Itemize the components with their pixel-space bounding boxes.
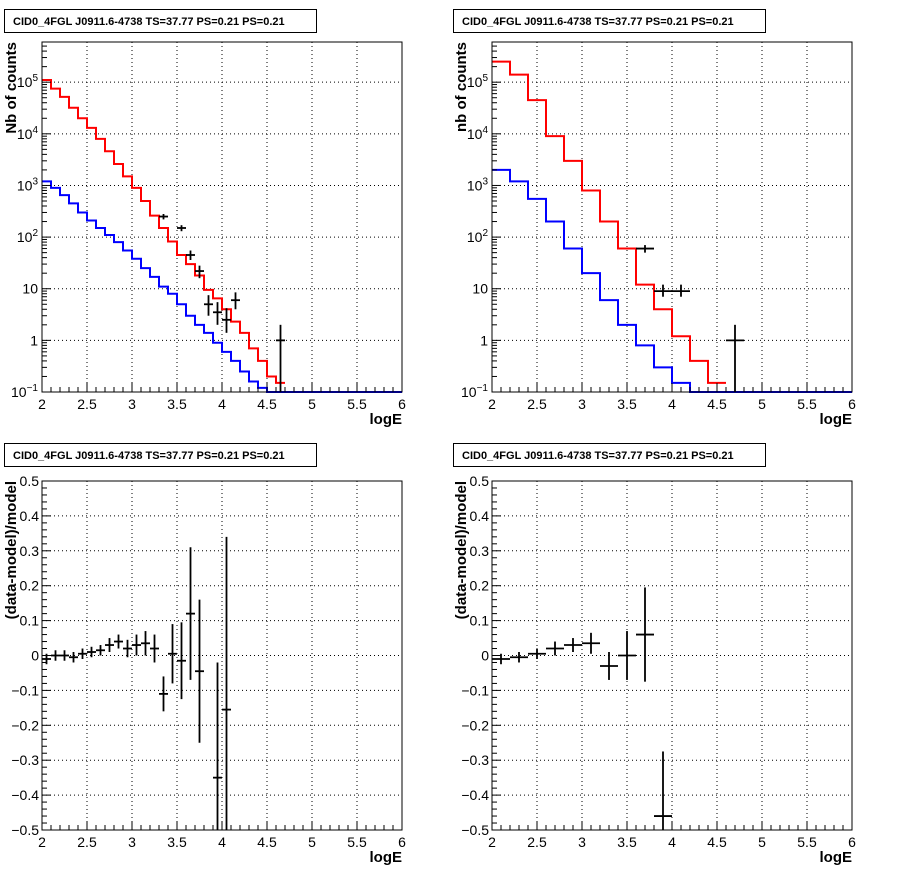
x-tick-label: 3: [128, 834, 136, 850]
panel-1: 2 2.5 3 3.5 4 4.5 5 5.5 6 10−1 1 10 102 103 104 105 logE…: [453, 41, 856, 428]
y-tick-label: 103: [17, 176, 39, 193]
y-axis-label: nb of counts: [453, 42, 470, 132]
x-tick-label: 2: [38, 396, 46, 412]
x-tick-label: 6: [848, 396, 856, 412]
x-tick-label: 2.5: [77, 834, 97, 850]
y-tick-label: 10: [22, 281, 38, 297]
y-tick-label: 102: [467, 228, 489, 245]
x-tick-label: 2.5: [527, 834, 547, 850]
x-tick-label: 3.5: [167, 834, 187, 850]
y-tick-label: −0.3: [461, 752, 489, 768]
x-tick-label: 4: [668, 834, 676, 850]
y-tick-label: −0.2: [11, 717, 39, 733]
y-tick-label: −0.4: [11, 787, 39, 803]
x-tick-label: 5.5: [797, 396, 817, 412]
y-tick-label: −0.1: [11, 682, 39, 698]
y-tick-label: 0.5: [470, 473, 490, 489]
x-tick-label: 4: [218, 396, 226, 412]
y-tick-label: 104: [467, 125, 489, 142]
y-tick-label: 0.3: [20, 543, 40, 559]
y-tick-label: −0.2: [461, 717, 489, 733]
y-tick-label: 0.1: [470, 613, 490, 629]
x-tick-label: 3.5: [617, 834, 637, 850]
x-tick-label: 6: [398, 834, 406, 850]
y-tick-label: −0.3: [11, 752, 39, 768]
x-tick-label: 5.5: [347, 834, 367, 850]
x-tick-label: 2.5: [77, 396, 97, 412]
x-tick-label: 4: [218, 834, 226, 850]
panel-title-top-right: CID0_4FGL J0911.6-4738 TS=37.77 PS=0.21 …: [453, 9, 766, 33]
histogram-series-model-red: [492, 60, 726, 384]
y-tick-label: 103: [467, 176, 489, 193]
y-axis-label: (data-model)/model: [3, 481, 20, 619]
x-axis-label: logE: [820, 849, 853, 866]
x-tick-label: 2.5: [527, 396, 547, 412]
x-tick-label: 6: [848, 834, 856, 850]
y-tick-label: −0.1: [461, 682, 489, 698]
x-tick-label: 4.5: [257, 396, 277, 412]
panel-3: 2 2.5 3 3.5 4 4.5 5 5.5 6 −0.5 −0.4 −0.3 −0.2 −0.1 0 0.…: [453, 473, 856, 866]
x-tick-label: 4: [668, 396, 676, 412]
x-axis-label: logE: [370, 411, 403, 428]
y-tick-label: 10−1: [461, 383, 488, 400]
panel-title-bottom-left: CID0_4FGL J0911.6-4738 TS=37.77 PS=0.21 …: [4, 443, 317, 467]
y-tick-label: 0.4: [20, 508, 40, 524]
x-tick-label: 3: [578, 396, 586, 412]
x-tick-label: 6: [398, 396, 406, 412]
x-tick-label: 4.5: [707, 834, 727, 850]
y-axis-label: Nb of counts: [3, 42, 20, 134]
y-tick-label: 1: [30, 332, 38, 348]
x-tick-label: 4.5: [707, 396, 727, 412]
panel-title-bottom-right: CID0_4FGL J0911.6-4738 TS=37.77 PS=0.21 …: [453, 443, 766, 467]
x-tick-label: 2: [488, 834, 496, 850]
y-tick-label: 0: [31, 648, 39, 664]
x-tick-label: 3.5: [167, 396, 187, 412]
y-tick-label: 1: [480, 332, 488, 348]
y-tick-label: −0.5: [461, 822, 489, 838]
y-tick-label: 0.1: [20, 613, 40, 629]
y-tick-label: 105: [17, 73, 39, 90]
y-tick-label: 10−1: [11, 383, 38, 400]
x-tick-label: 2: [488, 396, 496, 412]
y-tick-label: 10: [472, 281, 488, 297]
x-tick-label: 5: [758, 834, 766, 850]
x-axis-label: logE: [820, 411, 853, 428]
y-tick-label: −0.4: [461, 787, 489, 803]
x-tick-label: 5.5: [797, 834, 817, 850]
y-tick-label: 0: [481, 648, 489, 664]
y-tick-label: 104: [17, 125, 39, 142]
y-tick-label: 0.4: [470, 508, 490, 524]
panel-0: 2 2.5 3 3.5 4 4.5 5 5.5 6 10−1 1 10 102 103 104 105 logE…: [3, 41, 406, 428]
x-tick-label: 5.5: [347, 396, 367, 412]
y-axis-label: (data-model)/model: [453, 481, 470, 619]
x-tick-label: 5: [758, 396, 766, 412]
x-axis-label: logE: [370, 849, 403, 866]
x-tick-label: 3: [578, 834, 586, 850]
y-tick-label: 0.2: [470, 578, 490, 594]
x-tick-label: 5: [308, 834, 316, 850]
x-tick-label: 2: [38, 834, 46, 850]
panel-2: 2 2.5 3 3.5 4 4.5 5 5.5 6 −0.5 −0.4 −0.3 −0.2 −0.1 0 0.…: [3, 473, 406, 866]
y-tick-label: 0.5: [20, 473, 40, 489]
x-tick-label: 3: [128, 396, 136, 412]
x-tick-label: 5: [308, 396, 316, 412]
y-tick-label: 105: [467, 73, 489, 90]
y-tick-label: 102: [17, 228, 39, 245]
histogram-series-model-red: [42, 79, 285, 384]
y-tick-label: 0.3: [470, 543, 490, 559]
x-tick-label: 4.5: [257, 834, 277, 850]
y-tick-label: 0.2: [20, 578, 40, 594]
x-tick-label: 3.5: [617, 396, 637, 412]
y-tick-label: −0.5: [11, 822, 39, 838]
panel-title-top-left: CID0_4FGL J0911.6-4738 TS=37.77 PS=0.21 …: [4, 9, 317, 33]
